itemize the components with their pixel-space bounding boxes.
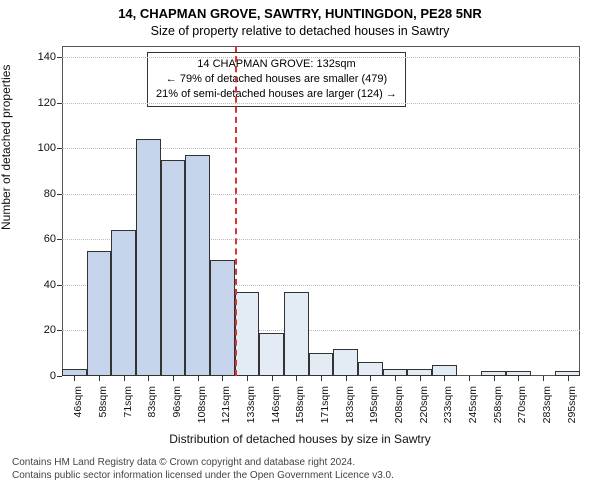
y-tick-mark [57,239,62,240]
x-tick-mark [469,376,470,381]
histogram-bar [309,353,334,376]
histogram-bar [210,260,235,376]
histogram-bar [87,251,112,376]
histogram-bar [358,362,383,376]
top-axis-line [62,46,580,47]
x-tick-label: 258sqm [492,382,504,423]
footer-attribution: Contains HM Land Registry data © Crown c… [12,456,394,482]
gridline [62,57,580,58]
x-tick-label: 108sqm [196,382,208,423]
x-tick-mark [222,376,223,381]
x-tick-label: 46sqm [72,382,84,418]
x-tick-mark [568,376,569,381]
y-tick-mark [57,330,62,331]
annotation-line2: ← 79% of detached houses are smaller (47… [156,72,397,87]
histogram-bar [333,349,358,376]
histogram-bar [111,230,136,376]
x-tick-label: 183sqm [344,382,356,423]
x-tick-label: 295sqm [566,382,578,423]
y-tick-mark [57,103,62,104]
plot-area: 14 CHAPMAN GROVE: 132sqm ← 79% of detach… [62,46,580,376]
annotation-line3: 21% of semi-detached houses are larger (… [156,87,397,102]
x-tick-label: 245sqm [467,382,479,423]
x-tick-label: 133sqm [245,382,257,423]
x-tick-label: 220sqm [418,382,430,423]
histogram-bar [62,369,87,376]
x-tick-label: 146sqm [270,382,282,423]
histogram-bar [259,333,284,376]
y-axis-label: Number of detached properties [0,65,13,230]
y-tick-mark [57,285,62,286]
histogram-bar [235,292,260,376]
x-tick-mark [296,376,297,381]
x-tick-mark [173,376,174,381]
chart-container: 14, CHAPMAN GROVE, SAWTRY, HUNTINGDON, P… [0,0,600,500]
x-tick-label: 158sqm [294,382,306,423]
histogram-bar [185,155,210,376]
footer-line1: Contains HM Land Registry data © Crown c… [12,456,394,469]
reference-line [235,46,237,376]
annotation-line1: 14 CHAPMAN GROVE: 132sqm [156,57,397,72]
footer-line2: Contains public sector information licen… [12,469,394,482]
right-axis-line [579,46,580,376]
x-tick-label: 208sqm [393,382,405,423]
x-tick-mark [420,376,421,381]
y-axis-line [62,46,63,376]
histogram-bar [136,139,161,376]
x-tick-mark [272,376,273,381]
x-tick-mark [148,376,149,381]
y-tick-mark [57,148,62,149]
x-tick-mark [247,376,248,381]
x-tick-label: 270sqm [516,382,528,423]
x-tick-label: 71sqm [122,382,134,418]
y-tick-mark [57,376,62,377]
x-tick-mark [370,376,371,381]
x-tick-label: 121sqm [220,382,232,423]
x-tick-mark [518,376,519,381]
gridline [62,103,580,104]
histogram-bar [161,160,186,376]
histogram-bar [432,365,457,376]
x-tick-mark [198,376,199,381]
x-axis-label: Distribution of detached houses by size … [0,432,600,446]
x-tick-mark [321,376,322,381]
x-tick-label: 283sqm [541,382,553,423]
x-tick-label: 171sqm [319,382,331,423]
chart-title-line2: Size of property relative to detached ho… [0,24,600,38]
x-tick-label: 58sqm [97,382,109,418]
histogram-bar [383,369,408,376]
x-tick-label: 83sqm [146,382,158,418]
chart-title-line1: 14, CHAPMAN GROVE, SAWTRY, HUNTINGDON, P… [0,6,600,21]
x-tick-mark [74,376,75,381]
x-tick-mark [444,376,445,381]
histogram-bar [284,292,309,376]
histogram-bar [407,369,432,376]
x-tick-mark [346,376,347,381]
y-tick-mark [57,194,62,195]
x-tick-label: 195sqm [368,382,380,423]
annotation-box: 14 CHAPMAN GROVE: 132sqm ← 79% of detach… [147,52,406,107]
x-tick-mark [395,376,396,381]
x-tick-mark [494,376,495,381]
x-tick-mark [543,376,544,381]
x-tick-label: 233sqm [442,382,454,423]
x-tick-mark [99,376,100,381]
y-tick-mark [57,57,62,58]
x-tick-mark [124,376,125,381]
x-tick-label: 96sqm [171,382,183,418]
